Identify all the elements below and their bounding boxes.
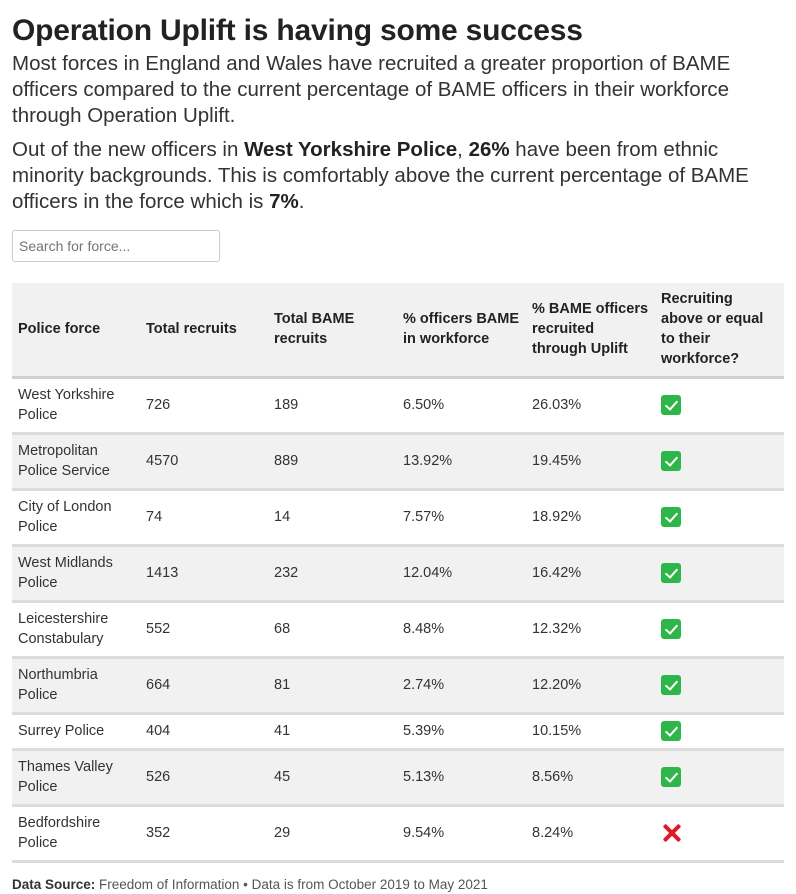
cell-workforce-pct: 5.39% (397, 713, 526, 751)
cell-total-recruits: 4570 (140, 433, 268, 491)
cell-bame-recruits: 232 (268, 545, 397, 603)
green-check-icon (661, 507, 681, 528)
green-check-icon (661, 395, 681, 416)
cell-bame-recruits: 81 (268, 657, 397, 715)
table-header-row: Police force Total recruits Total BAME r… (12, 283, 784, 379)
cell-uplift-pct: 16.42% (526, 545, 655, 603)
cell-uplift-pct: 8.56% (526, 749, 655, 807)
green-check-icon (661, 675, 681, 696)
cell-uplift-pct: 8.24% (526, 805, 655, 863)
paragraph-text: have been from ethnic minority backgroun… (12, 138, 749, 213)
column-header-workforce-pct[interactable]: % officers BAME in workforce (397, 283, 526, 379)
cell-force: Bedfordshire Police (12, 805, 140, 863)
cell-uplift-pct: 12.20% (526, 657, 655, 715)
cell-bame-recruits: 189 (268, 377, 397, 435)
paragraph-text: Out of the new officers in (12, 138, 245, 161)
cell-force: Surrey Police (12, 713, 140, 751)
cell-workforce-pct: 2.74% (397, 657, 526, 715)
cell-bame-recruits: 45 (268, 749, 397, 807)
cell-workforce-pct: 6.50% (397, 377, 526, 435)
cell-total-recruits: 1413 (140, 545, 268, 603)
cell-bame-recruits: 29 (268, 805, 397, 863)
cell-status (655, 433, 784, 491)
cell-uplift-pct: 12.32% (526, 601, 655, 659)
table-row: West Midlands Police 1413 232 12.04% 16.… (12, 545, 784, 603)
cell-bame-recruits: 889 (268, 433, 397, 491)
table-row: Bedfordshire Police 352 29 9.54% 8.24% (12, 805, 784, 863)
table-row: Northumbria Police 664 81 2.74% 12.20% (12, 657, 784, 715)
cell-total-recruits: 726 (140, 377, 268, 435)
column-header-police-force[interactable]: Police force (12, 283, 140, 379)
table-row: Leicestershire Constabulary 552 68 8.48%… (12, 601, 784, 659)
paragraph-text: . (298, 190, 305, 213)
page-title: Operation Uplift is having some success (12, 14, 583, 47)
cell-status (655, 601, 784, 659)
table-row: Surrey Police 404 41 5.39% 10.15% (12, 713, 784, 751)
cell-bame-recruits: 68 (268, 601, 397, 659)
cell-force: Northumbria Police (12, 657, 140, 715)
column-header-total-bame-recruits[interactable]: Total BAME recruits (268, 283, 397, 379)
force-table: Police force Total recruits Total BAME r… (12, 283, 784, 863)
cell-total-recruits: 74 (140, 489, 268, 547)
cell-status (655, 805, 784, 863)
cell-status (655, 377, 784, 435)
cell-total-recruits: 404 (140, 713, 268, 751)
cell-force: Leicestershire Constabulary (12, 601, 140, 659)
cell-workforce-pct: 13.92% (397, 433, 526, 491)
cell-force: Thames Valley Police (12, 749, 140, 807)
red-cross-icon (661, 822, 683, 844)
cell-status (655, 545, 784, 603)
cell-total-recruits: 526 (140, 749, 268, 807)
cell-total-recruits: 552 (140, 601, 268, 659)
cell-bame-recruits: 14 (268, 489, 397, 547)
cell-total-recruits: 664 (140, 657, 268, 715)
cell-uplift-pct: 26.03% (526, 377, 655, 435)
data-source-text: Freedom of Information • Data is from Oc… (95, 877, 488, 892)
table-row: City of London Police 74 14 7.57% 18.92% (12, 489, 784, 547)
data-source: Data Source: Freedom of Information • Da… (12, 876, 488, 894)
cell-force: West Midlands Police (12, 545, 140, 603)
cell-status (655, 657, 784, 715)
table-row: Metropolitan Police Service 4570 889 13.… (12, 433, 784, 491)
green-check-icon (661, 451, 681, 472)
data-source-label: Data Source: (12, 877, 96, 892)
cell-uplift-pct: 19.45% (526, 433, 655, 491)
cell-uplift-pct: 18.92% (526, 489, 655, 547)
table-row: West Yorkshire Police 726 189 6.50% 26.0… (12, 377, 784, 435)
cell-force: City of London Police (12, 489, 140, 547)
green-check-icon (661, 563, 681, 584)
paragraph-text: , (457, 138, 469, 161)
cell-workforce-pct: 8.48% (397, 601, 526, 659)
column-header-recruiting-above[interactable]: Recruiting above or equal to their workf… (655, 283, 784, 379)
cell-workforce-pct: 12.04% (397, 545, 526, 603)
cell-status (655, 713, 784, 751)
column-header-total-recruits[interactable]: Total recruits (140, 283, 268, 379)
cell-status (655, 489, 784, 547)
green-check-icon (661, 767, 681, 788)
cell-force: West Yorkshire Police (12, 377, 140, 435)
search-input[interactable] (12, 230, 220, 262)
cell-force: Metropolitan Police Service (12, 433, 140, 491)
highlight-paragraph: Out of the new officers in West Yorkshir… (12, 137, 782, 215)
page-subtitle: Most forces in England and Wales have re… (12, 52, 731, 127)
cell-status (655, 749, 784, 807)
cell-total-recruits: 352 (140, 805, 268, 863)
column-header-uplift-pct[interactable]: % BAME officers recruited through Uplift (526, 283, 655, 379)
highlight-recruited-pct: 26% (468, 138, 510, 161)
cell-workforce-pct: 7.57% (397, 489, 526, 547)
cell-workforce-pct: 5.13% (397, 749, 526, 807)
green-check-icon (661, 619, 681, 640)
cell-bame-recruits: 41 (268, 713, 397, 751)
cell-workforce-pct: 9.54% (397, 805, 526, 863)
green-check-icon (661, 721, 681, 742)
table-row: Thames Valley Police 526 45 5.13% 8.56% (12, 749, 784, 807)
cell-uplift-pct: 10.15% (526, 713, 655, 751)
highlight-workforce-pct: 7% (269, 190, 299, 213)
highlight-force: West Yorkshire Police (244, 138, 458, 161)
